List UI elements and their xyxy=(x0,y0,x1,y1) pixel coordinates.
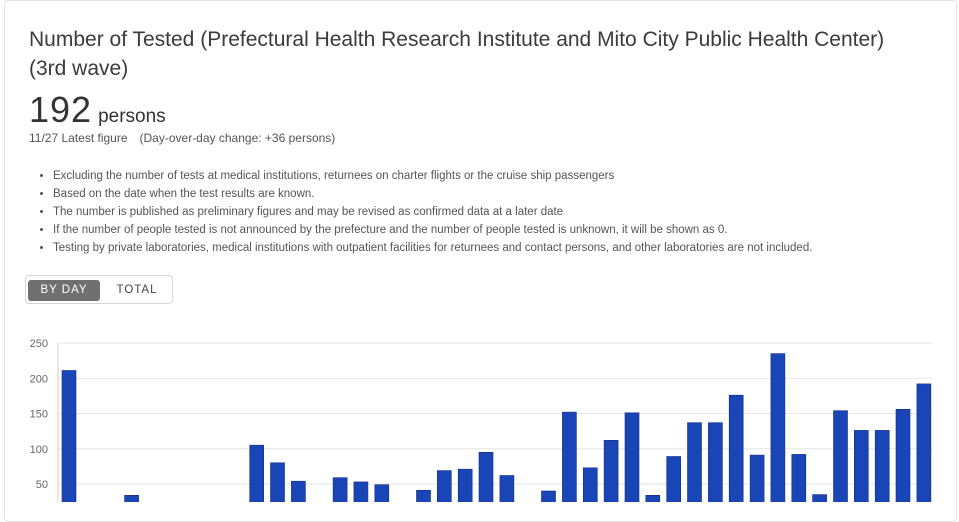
chart-bar[interactable] xyxy=(270,462,285,502)
chart-bar[interactable] xyxy=(416,490,431,502)
chart-bar[interactable] xyxy=(353,481,369,502)
chart-bar[interactable] xyxy=(249,444,264,502)
chart-bar[interactable] xyxy=(603,440,619,502)
chart-bar[interactable] xyxy=(541,490,556,502)
chart-bar[interactable] xyxy=(332,477,348,502)
chart-bar[interactable] xyxy=(687,422,702,502)
chart-bar[interactable] xyxy=(478,452,494,502)
card-title: Number of Tested (Prefectural Health Res… xyxy=(29,28,885,80)
chart-bar[interactable] xyxy=(562,411,577,502)
note-item: Testing by private laboratories, medical… xyxy=(53,239,953,257)
chart-bar[interactable] xyxy=(853,430,869,502)
y-tick-label: 50 xyxy=(36,479,48,491)
chart-bar[interactable] xyxy=(645,495,661,502)
chart-bar[interactable] xyxy=(749,454,765,502)
chart-bar[interactable] xyxy=(874,430,890,502)
y-tick-label: 150 xyxy=(30,409,48,421)
y-tick-label: 200 xyxy=(30,373,48,385)
by-day-button[interactable]: BY DAY xyxy=(28,280,100,301)
chart-bar[interactable] xyxy=(624,412,640,502)
headline-value: 192 xyxy=(29,89,93,130)
notes-list: Excluding the number of tests at medical… xyxy=(31,167,953,257)
tested-card: Number of Tested (Prefectural Health Res… xyxy=(4,0,957,522)
chart-bar[interactable] xyxy=(728,394,744,502)
chart-bar[interactable] xyxy=(708,422,723,502)
tested-bar-chart: 50 100 150 200 250 xyxy=(30,338,933,503)
chart-bar[interactable] xyxy=(812,494,827,502)
y-tick-label: 100 xyxy=(30,444,48,456)
chart-bar[interactable] xyxy=(436,470,452,502)
chart-bar[interactable] xyxy=(895,409,911,502)
chart-bar[interactable] xyxy=(499,475,515,503)
headline-figure: 192 persons xyxy=(29,89,166,131)
view-toggle: BY DAY TOTAL xyxy=(25,275,173,304)
note-item: Excluding the number of tests at medical… xyxy=(53,167,953,185)
y-tick-label: 250 xyxy=(30,338,48,350)
note-item: The number is published as preliminary f… xyxy=(53,203,953,221)
note-item: If the number of people tested is not an… xyxy=(53,221,953,239)
headline-unit: persons xyxy=(98,106,166,127)
chart-bar[interactable] xyxy=(770,353,786,502)
chart-bar[interactable] xyxy=(374,484,390,502)
chart-bar[interactable] xyxy=(61,370,77,503)
chart-bar[interactable] xyxy=(666,456,682,503)
chart-bar[interactable] xyxy=(582,467,598,502)
note-item: Based on the date when the test results … xyxy=(53,185,953,203)
chart-bar[interactable] xyxy=(291,480,306,502)
latest-figure-note: 11/27 Latest figure (Day-over-day change… xyxy=(29,131,336,145)
total-button[interactable]: TOTAL xyxy=(104,280,170,301)
chart-bar[interactable] xyxy=(457,468,473,502)
chart-bar[interactable] xyxy=(833,410,848,502)
chart-bar[interactable] xyxy=(916,383,932,502)
chart-bar[interactable] xyxy=(124,495,139,502)
chart-bar[interactable] xyxy=(791,454,807,502)
